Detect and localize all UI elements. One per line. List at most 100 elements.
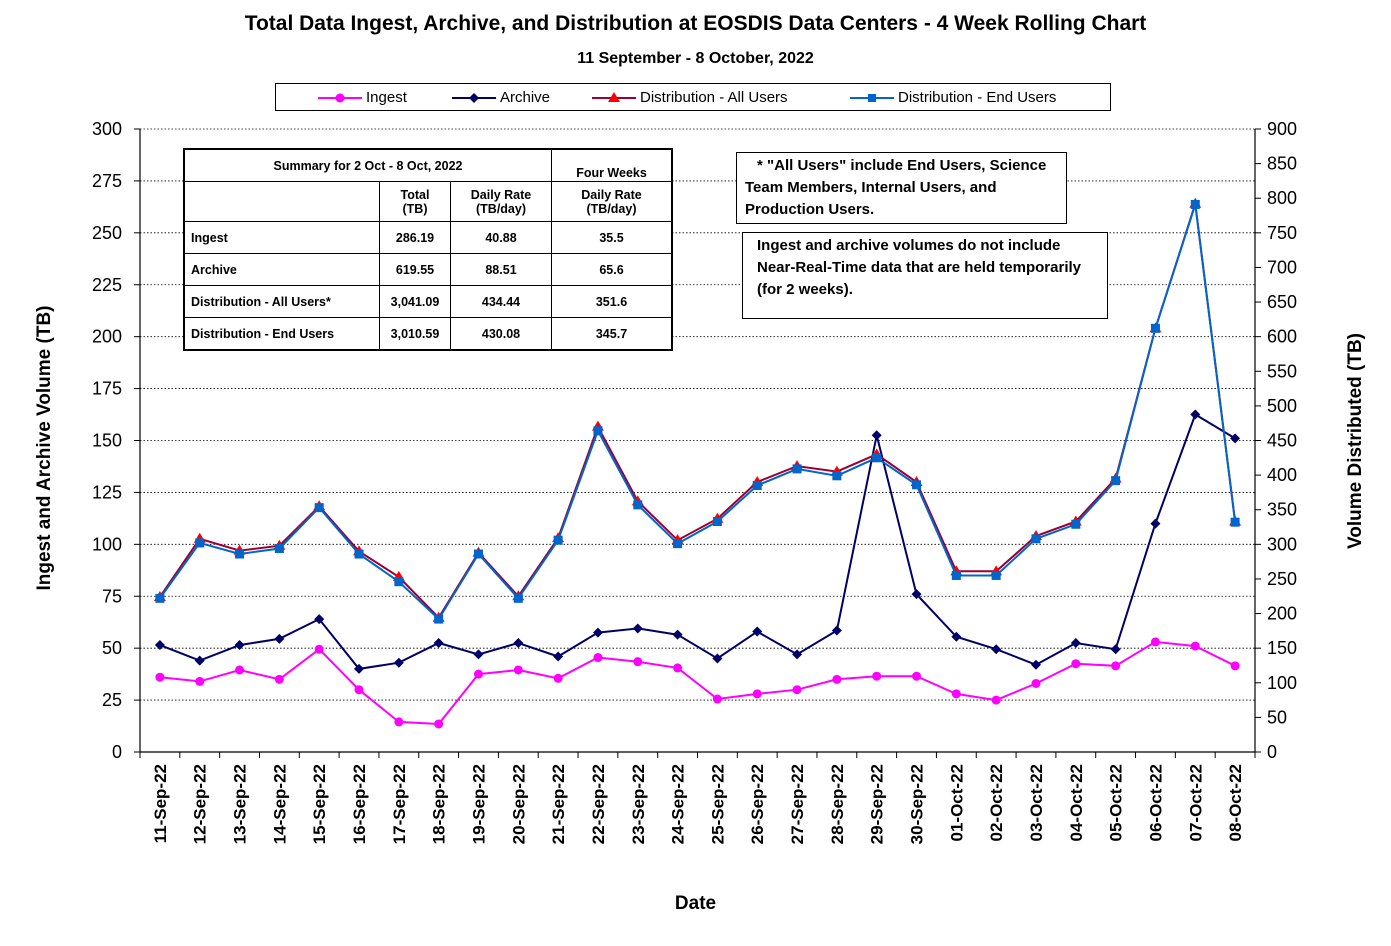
data-point-archive [871, 430, 882, 441]
data-point-ingest [752, 689, 762, 699]
summary-col-daily-unit: (TB/day) [476, 201, 526, 216]
x-tick-label: 26-Sep-22 [748, 764, 767, 844]
note-nrt-data: Ingest and archive volumes do not includ… [742, 232, 1108, 319]
data-point-archive [354, 663, 365, 674]
summary-row-label: Ingest [184, 221, 380, 254]
data-point-ingest [434, 719, 444, 729]
summary-row-daily: 88.51 [450, 253, 552, 286]
data-point-archive [592, 627, 603, 638]
legend-label-dist-end: Distribution - End Users [898, 89, 1057, 106]
x-tick-label: 04-Oct-22 [1067, 764, 1086, 841]
y-right-tick-label: 0 [1267, 742, 1277, 762]
legend-marker-ingest [318, 93, 362, 103]
data-point-ingest [951, 689, 961, 699]
summary-row: Ingest 286.19 40.88 35.5 [184, 221, 672, 254]
summary-col-total: Total (TB) [379, 181, 451, 222]
y-left-tick-label: 125 [92, 482, 122, 502]
legend-label-ingest: Ingest [366, 89, 407, 106]
y-right-tick-label: 700 [1267, 257, 1297, 277]
data-point-archive [831, 625, 842, 636]
x-tick-label: 14-Sep-22 [270, 764, 289, 844]
x-tick-label: 21-Sep-22 [549, 764, 568, 844]
data-point-archive [1070, 637, 1081, 648]
summary-table: Summary for 2 Oct - 8 Oct, 2022 Four Wee… [183, 148, 673, 351]
data-point-archive [712, 653, 723, 664]
data-point-distribution-end-users [633, 500, 643, 510]
data-point-distribution-end-users [155, 593, 165, 603]
summary-row-label: Archive [184, 253, 380, 286]
summary-col-4w-daily: Daily Rate (TB/day) [551, 181, 672, 222]
legend: Ingest Archive Distribution - All Users … [275, 83, 1111, 111]
x-axis-title: Date [674, 893, 717, 914]
summary-col-total-unit: (TB) [402, 201, 428, 216]
summary-row-total: 3,010.59 [379, 317, 451, 350]
data-point-distribution-end-users [434, 614, 444, 624]
data-point-ingest [513, 665, 523, 675]
tick-labels: 0 25 50 75 100 125 150 175 200 225 250 275 300 0 50 100… [92, 119, 1297, 844]
data-point-distribution-end-users [673, 539, 683, 549]
y-right-tick-label: 650 [1267, 292, 1297, 312]
x-tick-label: 01-Oct-22 [947, 764, 966, 841]
data-point-distribution-end-users [354, 549, 364, 559]
x-tick-label: 13-Sep-22 [231, 764, 250, 844]
data-point-distribution-end-users [553, 535, 563, 545]
axes [134, 128, 1261, 758]
summary-col-daily: Daily Rate (TB/day) [450, 181, 552, 222]
x-tick-label: 08-Oct-22 [1226, 764, 1245, 841]
data-point-distribution-end-users [912, 480, 922, 490]
y-right-tick-label: 850 [1267, 154, 1297, 174]
data-point-archive [433, 637, 444, 648]
y-axis-left-title: Ingest and Archive Volume (TB) [34, 305, 55, 591]
data-point-archive [194, 655, 205, 666]
y-left-tick-label: 50 [102, 638, 122, 658]
summary-col-total-label: Total [400, 187, 430, 202]
summary-row-label: Distribution - End Users [184, 317, 380, 350]
data-point-distribution-end-users [752, 480, 762, 490]
summary-col-daily-label: Daily Rate [470, 187, 532, 202]
x-tick-label: 17-Sep-22 [390, 764, 409, 844]
data-point-archive [1230, 433, 1241, 444]
data-point-distribution-end-users [951, 570, 961, 580]
data-point-distribution-end-users [1071, 519, 1081, 529]
legend-label-archive: Archive [500, 89, 551, 106]
y-left-tick-label: 200 [92, 327, 122, 347]
y-left-tick-label: 225 [92, 275, 122, 295]
legend-marker-dist-end [850, 94, 894, 102]
data-point-archive [314, 614, 325, 625]
y-left-tick-label: 250 [92, 223, 122, 243]
y-left-tick-label: 175 [92, 379, 122, 399]
x-tick-label: 23-Sep-22 [629, 764, 648, 844]
data-point-distribution-end-users [872, 453, 882, 463]
data-point-distribution-end-users [1230, 517, 1240, 527]
summary-row-total: 286.19 [379, 221, 451, 254]
data-point-distribution-end-users [792, 464, 802, 474]
summary-row-total: 3,041.09 [379, 285, 451, 318]
summary-row-four-weeks: 35.5 [551, 221, 672, 254]
y-left-tick-label: 100 [92, 534, 122, 554]
x-tick-label: 25-Sep-22 [708, 764, 727, 844]
data-point-ingest [195, 676, 205, 686]
data-point-archive [1190, 409, 1201, 420]
data-point-distribution-end-users [593, 426, 603, 436]
summary-row-daily: 434.44 [450, 285, 552, 318]
summary-row: Distribution - All Users* 3,041.09 434.4… [184, 285, 672, 318]
data-point-ingest [1031, 678, 1041, 688]
data-point-archive [792, 649, 803, 660]
data-point-archive [513, 637, 524, 648]
x-tick-label: 22-Sep-22 [589, 764, 608, 844]
summary-corner-cell [184, 181, 380, 222]
data-point-archive [911, 589, 922, 600]
y-left-tick-label: 75 [102, 586, 122, 606]
x-tick-label: 24-Sep-22 [669, 764, 688, 844]
y-right-tick-label: 750 [1267, 223, 1297, 243]
data-point-ingest [712, 694, 722, 704]
summary-row-four-weeks: 345.7 [551, 317, 672, 350]
data-point-ingest [473, 669, 483, 679]
x-tick-label: 20-Sep-22 [509, 764, 528, 844]
data-point-archive [553, 651, 564, 662]
data-point-distribution-end-users [1031, 534, 1041, 544]
data-point-ingest [553, 673, 563, 683]
data-point-archive [632, 623, 643, 634]
series-line-distribution-end-users [159, 204, 1237, 621]
